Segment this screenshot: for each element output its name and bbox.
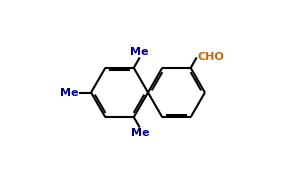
Text: Me: Me: [60, 88, 78, 97]
Text: Me: Me: [130, 47, 149, 57]
Text: CHO: CHO: [198, 52, 224, 62]
Text: Me: Me: [131, 128, 150, 138]
